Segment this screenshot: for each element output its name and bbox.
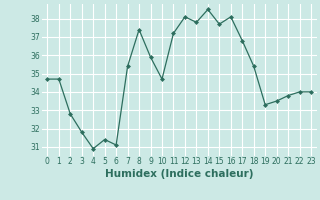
X-axis label: Humidex (Indice chaleur): Humidex (Indice chaleur) [105,169,253,179]
